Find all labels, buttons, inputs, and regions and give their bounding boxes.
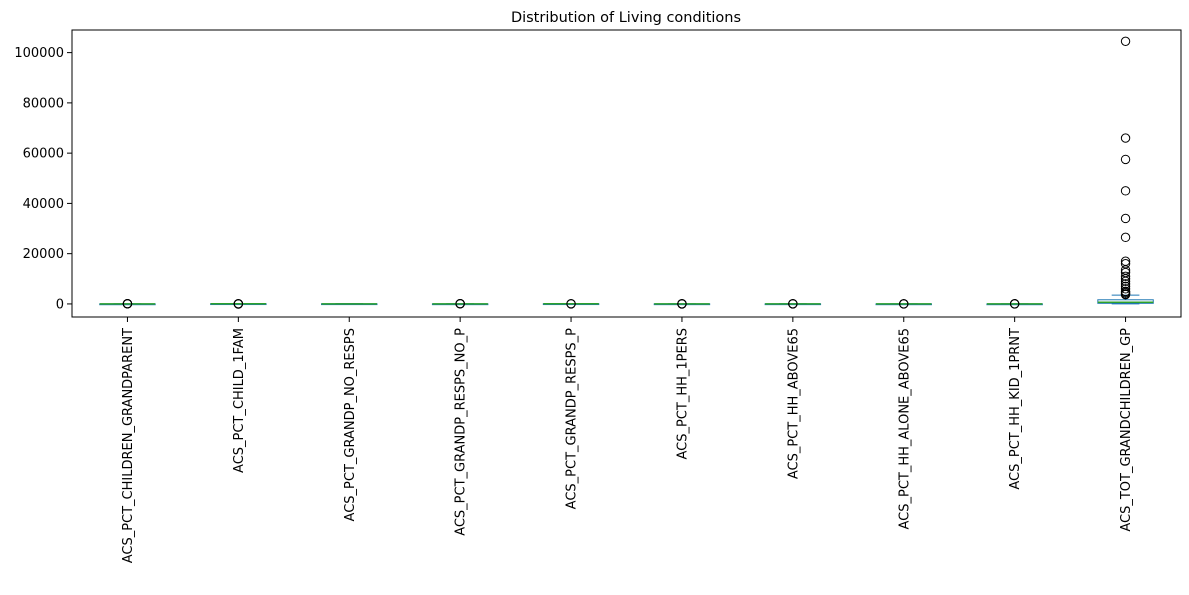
y-tick-label: 20000	[23, 247, 64, 262]
x-tick-label: ACS_PCT_HH_ALONE_ABOVE65	[897, 328, 912, 529]
y-axis: 0 20000 40000 60000 80000 100000	[14, 46, 72, 312]
outlier-point	[455, 298, 465, 309]
box-group	[99, 298, 156, 309]
outlier-point	[566, 298, 576, 309]
y-tick-label: 80000	[23, 96, 64, 111]
outlier-point	[122, 298, 133, 309]
outlier-point	[1120, 213, 1131, 224]
x-axis: ACS_PCT_CHILDREN_GRANDPARENT ACS_PCT_CHIL…	[121, 317, 1134, 563]
x-tick-label: ACS_PCT_GRANDP_RESPS_P	[565, 328, 580, 509]
x-tick-label: ACS_PCT_GRANDP_NO_RESPS	[343, 328, 358, 521]
outlier-point	[1120, 133, 1131, 143]
outlier-point	[1120, 186, 1131, 196]
outlier-point	[788, 299, 798, 309]
y-tick-label: 100000	[14, 46, 64, 61]
outlier-point	[1120, 154, 1131, 165]
x-tick-label: ACS_PCT_HH_KID_1PRNT	[1008, 328, 1023, 490]
box-group	[431, 298, 489, 309]
outlier-point	[1120, 289, 1131, 300]
chart-title: Distribution of Living conditions	[511, 10, 741, 26]
outlier-point	[1009, 299, 1020, 309]
outlier-point	[677, 299, 687, 309]
x-tick-label: ACS_PCT_CHILD_1FAM	[232, 328, 247, 473]
outlier-point	[1120, 276, 1131, 287]
box-group	[1097, 36, 1154, 305]
box-group	[986, 299, 1043, 309]
outlier-point	[899, 299, 909, 309]
x-tick-label: ACS_PCT_HH_1PERS	[675, 328, 690, 460]
x-tick-label: ACS_TOT_GRANDCHILDREN_GP	[1119, 328, 1134, 532]
x-tick-label: ACS_PCT_HH_ABOVE65	[786, 328, 801, 479]
y-tick-label: 0	[56, 297, 64, 312]
outlier-point	[1120, 232, 1131, 243]
outlier-point	[1120, 274, 1131, 284]
y-tick-label: 40000	[23, 197, 64, 212]
boxes-layer	[99, 36, 1154, 309]
box-group	[210, 298, 267, 309]
x-tick-label: ACS_PCT_CHILDREN_GRANDPARENT	[121, 328, 136, 563]
box-group	[875, 299, 932, 309]
box-group	[764, 299, 822, 309]
outlier-point	[1120, 271, 1131, 281]
outlier-point	[1120, 284, 1131, 294]
outlier-point	[233, 298, 244, 309]
outlier-point	[1120, 36, 1131, 47]
x-tick-label: ACS_PCT_GRANDP_RESPS_NO_P	[454, 328, 469, 536]
plot-frame	[71, 29, 1182, 318]
box-group	[321, 303, 378, 306]
box-iqr	[1097, 299, 1154, 304]
box-group	[653, 299, 711, 309]
box-group	[542, 298, 600, 309]
y-tick-label: 60000	[23, 147, 64, 162]
